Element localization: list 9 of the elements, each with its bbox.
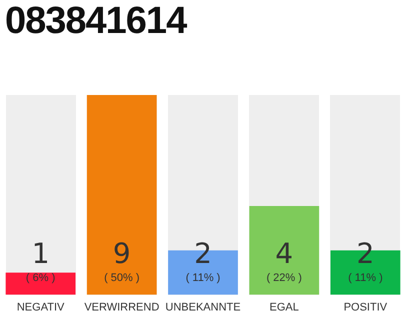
data-label: 9 ( 50% ) [104,236,140,284]
data-label: 1 ( 6% ) [26,236,56,284]
x-tick-label: NEGATIV [16,301,65,314]
x-tick-label: UNBEKANNTE [165,301,241,314]
data-label: 4 ( 22% ) [266,236,302,284]
chart-title: 083841614 [5,0,186,43]
x-tick-label: VERWIRREND [84,301,160,314]
x-tick-label: POSITIV [344,301,388,314]
x-tick-label: EGAL [270,301,299,314]
